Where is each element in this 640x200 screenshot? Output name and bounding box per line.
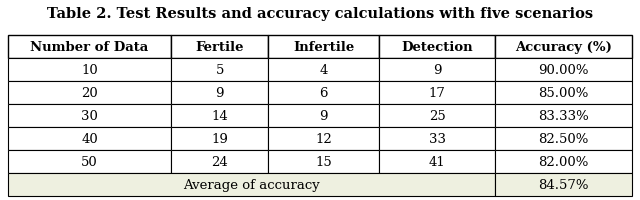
Text: Detection: Detection	[401, 41, 473, 54]
Bar	[8, 150, 172, 173]
Text: 19: 19	[211, 132, 228, 145]
Bar	[172, 59, 268, 82]
Bar	[268, 105, 380, 127]
Bar	[8, 59, 172, 82]
Bar	[8, 173, 495, 196]
Text: 40: 40	[81, 132, 98, 145]
Text: 33: 33	[429, 132, 445, 145]
Bar	[172, 105, 268, 127]
Text: 9: 9	[216, 87, 224, 100]
Text: 9: 9	[433, 64, 442, 77]
Text: Fertile: Fertile	[195, 41, 244, 54]
Text: 20: 20	[81, 87, 98, 100]
Bar	[268, 150, 380, 173]
Bar	[268, 82, 380, 105]
Text: 82.00%: 82.00%	[538, 155, 589, 168]
Bar	[8, 82, 172, 105]
Bar	[380, 127, 495, 150]
Bar	[495, 150, 632, 173]
Bar	[380, 82, 495, 105]
Bar	[268, 127, 380, 150]
Text: 24: 24	[211, 155, 228, 168]
Bar	[8, 105, 172, 127]
Bar	[172, 36, 268, 59]
Text: 9: 9	[319, 110, 328, 122]
Text: Average of accuracy: Average of accuracy	[183, 178, 319, 191]
Text: 85.00%: 85.00%	[538, 87, 589, 100]
Bar	[8, 127, 172, 150]
Bar	[8, 105, 172, 127]
Bar	[172, 150, 268, 173]
Text: 30: 30	[81, 110, 98, 122]
Text: 17: 17	[429, 87, 445, 100]
Bar	[380, 105, 495, 127]
Text: 83.33%: 83.33%	[538, 110, 589, 122]
Bar	[8, 36, 172, 59]
Text: Number of Data: Number of Data	[30, 41, 148, 54]
Bar	[495, 36, 632, 59]
Text: 5: 5	[216, 64, 224, 77]
Text: 84.57%: 84.57%	[538, 178, 589, 191]
Text: Table 2. Test Results and accuracy calculations with five scenarios: Table 2. Test Results and accuracy calcu…	[47, 7, 593, 21]
Bar	[380, 59, 495, 82]
Bar	[8, 173, 495, 196]
Bar	[380, 150, 495, 173]
Bar	[268, 82, 380, 105]
Bar	[495, 150, 632, 173]
Bar	[380, 36, 495, 59]
Bar	[8, 150, 172, 173]
Bar	[495, 173, 632, 196]
Bar	[380, 59, 495, 82]
Bar	[8, 59, 172, 82]
Bar	[172, 127, 268, 150]
Text: 12: 12	[316, 132, 332, 145]
Text: 82.50%: 82.50%	[538, 132, 589, 145]
Text: 6: 6	[319, 87, 328, 100]
Text: 50: 50	[81, 155, 98, 168]
Bar	[380, 150, 495, 173]
Text: 15: 15	[316, 155, 332, 168]
Bar	[8, 127, 172, 150]
Bar	[268, 105, 380, 127]
Bar	[495, 59, 632, 82]
Bar	[495, 105, 632, 127]
Bar	[268, 59, 380, 82]
Bar	[172, 82, 268, 105]
Bar	[495, 82, 632, 105]
Bar	[380, 36, 495, 59]
Text: 14: 14	[211, 110, 228, 122]
Bar	[172, 36, 268, 59]
Bar	[495, 105, 632, 127]
Bar	[172, 59, 268, 82]
Bar	[495, 59, 632, 82]
Bar	[8, 82, 172, 105]
Bar	[380, 127, 495, 150]
Bar	[172, 127, 268, 150]
Text: 41: 41	[429, 155, 445, 168]
Text: 10: 10	[81, 64, 98, 77]
Bar	[268, 59, 380, 82]
Text: 4: 4	[319, 64, 328, 77]
Bar	[268, 127, 380, 150]
Bar	[172, 105, 268, 127]
Bar	[268, 36, 380, 59]
Text: Infertile: Infertile	[293, 41, 355, 54]
Text: 25: 25	[429, 110, 445, 122]
Bar	[495, 173, 632, 196]
Bar	[495, 36, 632, 59]
Bar	[268, 150, 380, 173]
Text: 90.00%: 90.00%	[538, 64, 589, 77]
Bar	[495, 127, 632, 150]
Bar	[380, 105, 495, 127]
Bar	[172, 82, 268, 105]
Bar	[172, 150, 268, 173]
Bar	[268, 36, 380, 59]
Bar	[380, 82, 495, 105]
Bar	[8, 36, 172, 59]
Bar	[495, 127, 632, 150]
Text: Accuracy (%): Accuracy (%)	[515, 41, 612, 54]
Bar	[495, 82, 632, 105]
